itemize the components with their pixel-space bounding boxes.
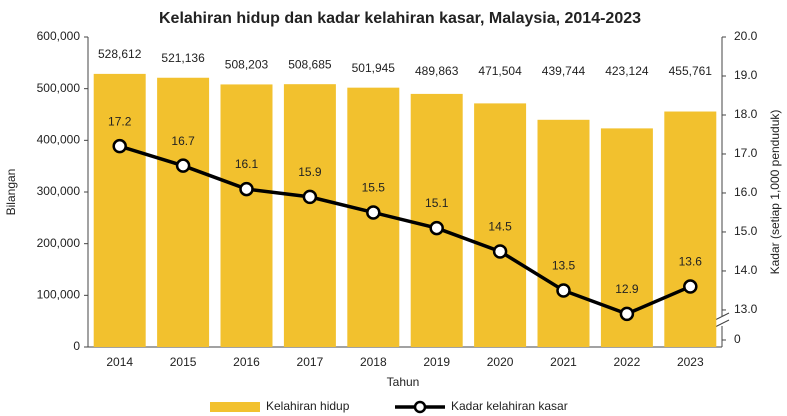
bar-value-label: 508,685 xyxy=(288,57,332,71)
line-value-label: 14.5 xyxy=(488,220,512,234)
y-axis-title: Bilangan xyxy=(4,169,18,216)
bar-value-label: 501,945 xyxy=(352,61,396,75)
y2-tick-label: 20.0 xyxy=(734,29,758,43)
axis-break xyxy=(714,319,730,328)
line xyxy=(119,144,691,316)
y2-tick-label: 19.0 xyxy=(734,68,758,82)
x-axis-title: Tahun xyxy=(387,375,420,389)
y-tick-label: 600,000 xyxy=(37,29,81,43)
line-marker xyxy=(175,158,191,173)
line-marker xyxy=(239,181,254,197)
line-value-label: 16.1 xyxy=(235,157,259,171)
x-tick-label: 2023 xyxy=(677,355,704,369)
line-value-label: 15.5 xyxy=(362,181,386,195)
legend-label: Kelahiran hidup xyxy=(266,399,350,413)
x-tick-label: 2017 xyxy=(297,355,324,369)
line-marker xyxy=(302,189,318,205)
y2-tick-label: 16.0 xyxy=(734,185,758,199)
bar xyxy=(283,84,336,347)
y-tick-label: 300,000 xyxy=(37,184,81,198)
line-marker xyxy=(556,283,571,298)
line-value-label: 17.2 xyxy=(108,114,132,128)
bar xyxy=(664,111,717,347)
bar-value-label: 471,504 xyxy=(478,64,522,78)
line-marker xyxy=(112,138,127,154)
y2-tick-label: 14.0 xyxy=(734,263,758,277)
line-value-label: 15.9 xyxy=(298,165,322,179)
x-tick-label: 2022 xyxy=(614,355,641,369)
legend-label: Kadar kelahiran kasar xyxy=(451,399,568,413)
x-tick-label: 2014 xyxy=(106,355,133,369)
bar-value-label: 439,744 xyxy=(542,64,586,78)
y-tick-label: 500,000 xyxy=(37,81,81,95)
y-tick-label: 400,000 xyxy=(37,133,81,147)
axis-break-gap xyxy=(716,316,728,326)
line-marker xyxy=(429,220,444,236)
x-tick-label: 2016 xyxy=(233,355,260,369)
line-value-label: 13.5 xyxy=(552,259,576,273)
bar xyxy=(220,84,273,347)
y-tick-label: 100,000 xyxy=(37,288,81,302)
line-value-label: 12.9 xyxy=(615,282,639,296)
x-tick-label: 2020 xyxy=(487,355,514,369)
chart-title: Kelahiran hidup dan kadar kelahiran kasa… xyxy=(159,10,641,27)
line-marker xyxy=(492,244,508,259)
y2-tick-label: 0 xyxy=(734,332,741,346)
line-marker xyxy=(366,205,381,220)
x-tick-label: 2018 xyxy=(360,355,387,369)
x-tick-label: 2015 xyxy=(170,355,197,369)
bar-value-label: 528,612 xyxy=(98,47,142,61)
bar xyxy=(537,119,590,347)
line-marker xyxy=(683,279,698,294)
line-value-label: 13.6 xyxy=(679,255,703,269)
y-tick-label: 200,000 xyxy=(37,236,81,250)
bar xyxy=(474,103,527,347)
x-tick-label: 2019 xyxy=(423,355,450,369)
bar-value-label: 508,203 xyxy=(225,58,269,72)
bar-value-label: 455,761 xyxy=(669,64,713,78)
bar xyxy=(157,77,210,347)
y2-tick-label: 17.0 xyxy=(734,146,758,160)
bar-value-label: 489,863 xyxy=(415,64,459,78)
y2-tick-label: 18.0 xyxy=(734,107,758,121)
bar-value-label: 423,124 xyxy=(605,64,649,78)
line-marker xyxy=(619,306,635,322)
x-tick-label: 2021 xyxy=(550,355,577,369)
bar xyxy=(93,73,146,348)
y2-axis-title: Kadar (setiap 1,000 penduduk) xyxy=(768,110,782,275)
axis-break xyxy=(714,312,730,321)
y-tick-label: 0 xyxy=(73,339,80,353)
bar-value-label: 521,136 xyxy=(161,51,205,65)
legend-swatch xyxy=(210,402,260,412)
y2-tick-label: 15.0 xyxy=(734,224,758,238)
bar xyxy=(410,93,463,347)
line-value-label: 15.1 xyxy=(425,196,449,210)
legend-marker xyxy=(413,400,427,414)
y2-tick-label: 13.0 xyxy=(734,302,758,316)
line-value-label: 16.7 xyxy=(171,134,195,148)
